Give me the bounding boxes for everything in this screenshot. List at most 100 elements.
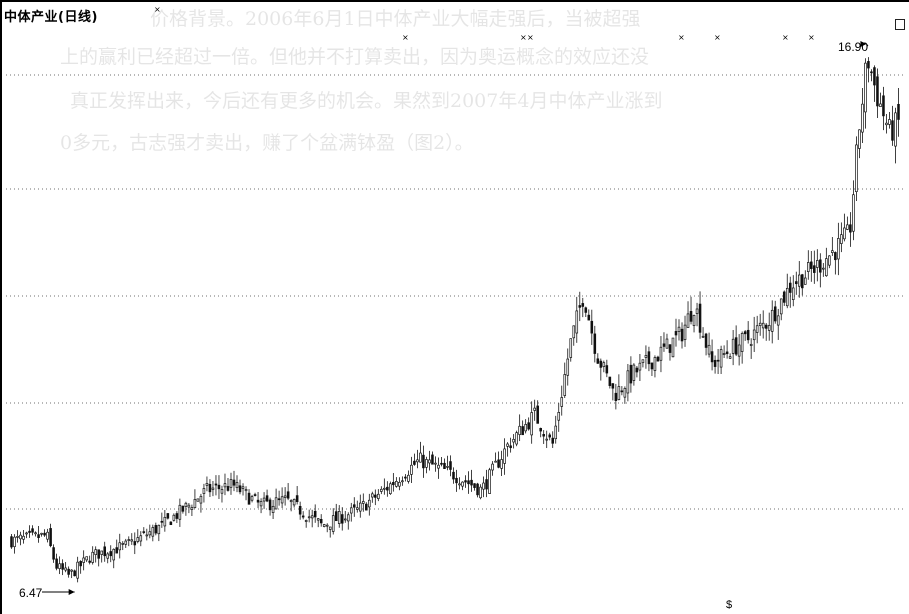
candle-body (611, 383, 615, 389)
candle-body (776, 315, 780, 326)
candle-body (43, 532, 46, 536)
candle-body (587, 314, 591, 321)
candle-body (635, 367, 639, 373)
candle-body (175, 513, 179, 519)
candle-body (512, 438, 515, 443)
candle-body (208, 483, 212, 493)
candle-body (515, 432, 518, 445)
candle-body (746, 329, 750, 341)
candle-body (70, 569, 73, 572)
candle-body (85, 556, 88, 561)
candle-body (852, 194, 855, 232)
candle-body (244, 489, 248, 492)
candle-body (160, 520, 164, 523)
candle-body (374, 494, 377, 498)
candle-body (590, 320, 594, 334)
candle-body (37, 534, 40, 538)
candle-body (247, 492, 251, 505)
candle-body (813, 265, 816, 273)
candle-body (25, 532, 28, 535)
candle-body (259, 501, 263, 507)
candle-body (575, 310, 579, 334)
candle-body (310, 515, 314, 519)
candle-body (731, 338, 735, 354)
candle-body (82, 557, 85, 563)
candle-body (277, 498, 281, 501)
candle-body (614, 392, 618, 401)
candle-body (398, 481, 401, 487)
candle-body (476, 483, 479, 496)
event-marker: × (678, 33, 685, 42)
candle-body (79, 561, 82, 567)
candle-body (196, 498, 200, 502)
candle-body (581, 303, 585, 307)
candle-body (605, 365, 609, 374)
candle-body (371, 493, 374, 498)
candle-body (599, 360, 603, 368)
candle-body (837, 238, 840, 260)
candle-body (461, 481, 464, 487)
low-price-label: 6.47 (19, 586, 43, 600)
candle-body (172, 514, 176, 521)
candle-body (539, 427, 542, 432)
candle-body (767, 325, 771, 331)
candle-body (383, 487, 386, 490)
candle-body (295, 495, 299, 503)
candle-body (434, 462, 437, 465)
candle-body (683, 324, 687, 340)
candle-body (855, 144, 858, 193)
candle-body (100, 550, 103, 555)
candle-body (67, 568, 70, 575)
candle-body (506, 443, 509, 447)
candle-body (749, 343, 753, 346)
candle-body (449, 461, 452, 470)
candle-body (725, 351, 729, 355)
candle-body (127, 539, 131, 541)
candle-body (894, 112, 897, 147)
candle-body (761, 322, 765, 329)
candle-body (804, 277, 807, 285)
candle-body (316, 518, 320, 521)
candle-body (671, 337, 675, 358)
candle-body (395, 481, 398, 487)
candle-body (473, 483, 476, 488)
candle-body (665, 338, 669, 349)
candle-body (286, 491, 290, 499)
candle-body (846, 224, 849, 230)
candle-body (707, 344, 711, 355)
candle-body (662, 343, 666, 347)
candle-body (770, 309, 774, 332)
candle-body (416, 459, 419, 463)
candle-body (250, 496, 254, 501)
event-marker: × (402, 33, 409, 42)
candle-body (897, 103, 900, 120)
candle-body (788, 282, 792, 293)
candle-body (214, 483, 218, 486)
candle-body (73, 570, 76, 577)
candle-body (334, 511, 338, 522)
candle-body (256, 499, 260, 503)
candle-body (94, 549, 97, 555)
candle-body (166, 513, 170, 519)
candle-body (241, 486, 245, 489)
candle-body (755, 325, 759, 333)
candle-body (536, 405, 539, 424)
candle-body (455, 477, 458, 484)
event-marker: × (527, 33, 534, 42)
candle-body (743, 331, 747, 335)
candle-body (596, 358, 600, 364)
candle-body (190, 507, 194, 510)
candle-body (867, 61, 870, 69)
candle-body (124, 540, 128, 545)
candle-body (49, 528, 52, 547)
candle-body (641, 359, 645, 364)
candle-body (737, 344, 741, 357)
candle-body (202, 488, 206, 494)
candle-body (130, 539, 134, 542)
candle-body (229, 479, 233, 488)
candle-body (205, 483, 209, 486)
candle-body (10, 536, 13, 548)
candle-body (584, 307, 588, 313)
candle-body (112, 548, 116, 561)
